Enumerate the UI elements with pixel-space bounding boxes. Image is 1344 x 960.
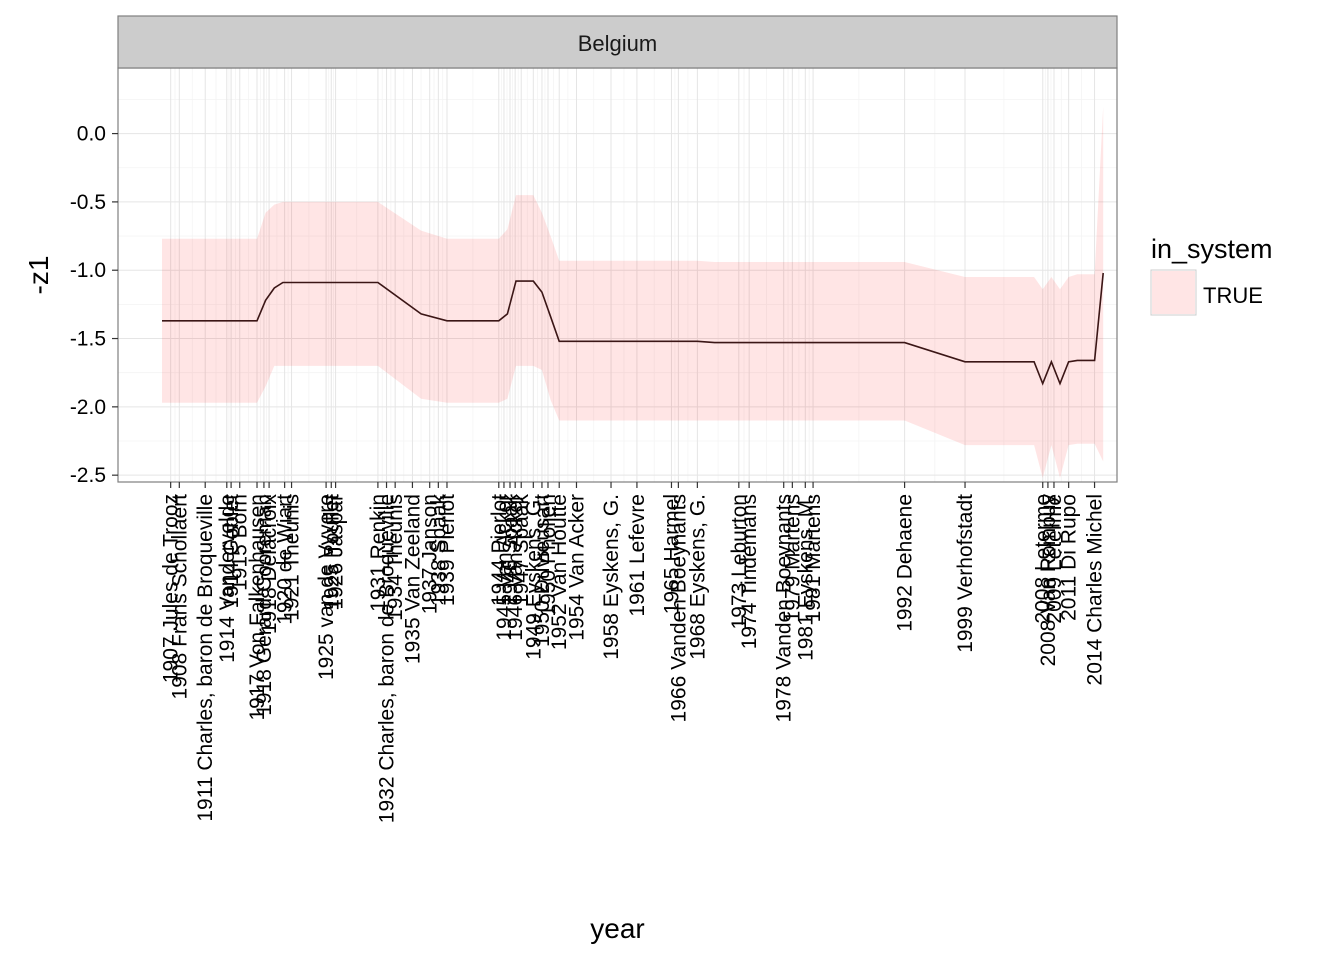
- x-axis-title: year: [590, 913, 644, 944]
- legend-title: in_system: [1151, 234, 1273, 264]
- y-tick-label: -1.5: [70, 328, 106, 351]
- x-tick-label: 1920 de Wiart: [274, 494, 297, 625]
- confidence-ribbon: [162, 106, 1104, 478]
- y-axis: 0.0 -0.5 -1.0 -1.5 -2.0 -2.5: [70, 123, 118, 487]
- x-tick-label: 1926 Jaspar: [325, 494, 348, 610]
- x-tick-label: 1935 Van Zeeland: [401, 494, 424, 664]
- x-tick-label: 1911 Charles, baron de Broqueville: [194, 494, 217, 822]
- x-tick-label: 1952 Van Houtte: [548, 494, 571, 650]
- x-tick-label: 1973 Leburton: [728, 494, 751, 629]
- x-tick-label: 1932 Charles, baron de Broqueville: [376, 494, 399, 823]
- x-tick-label: 1925 van de Vyvere: [315, 494, 338, 680]
- x-tick-label: 1938 Spaak: [427, 494, 450, 607]
- line-layer: [162, 272, 1104, 386]
- x-tick-label: 1917 Von Falkenhausen: [246, 494, 269, 721]
- x-tick-label: 2009 Leterme: [1043, 494, 1066, 624]
- x-tick-label: 1918 Gerard Cooreman: [253, 494, 276, 716]
- x-tick-label: 1918 Delacroix: [258, 494, 281, 635]
- x-tick-label: 2008 Leterme: [1032, 494, 1055, 624]
- grid-major: [118, 68, 1117, 482]
- legend-label-true: TRUE: [1203, 283, 1263, 308]
- x-tick-label: 1946 Spaak: [499, 494, 522, 607]
- facet-strip-background: [117, 15, 1118, 69]
- x-tick-label: 1979 Martens: [781, 494, 804, 622]
- x-tick-label: 1954 Van Acker: [566, 494, 589, 641]
- x-tick-label: 2011 Di Rupo: [1058, 494, 1081, 621]
- x-tick-label: 1981 Martens: [802, 494, 825, 622]
- x-tick-label: 1914 Goblet: [220, 494, 243, 609]
- x-tick-label: 1914 Vandervelde: [216, 494, 239, 663]
- x-tick-label: 1915 Born: [229, 494, 252, 591]
- x-tick-label: 1931 Renkin: [367, 494, 390, 612]
- x-tick-label: 1937 Janson: [419, 494, 442, 614]
- x-tick-label: 1946 Van Acker: [504, 494, 527, 641]
- legend-key-true: [1150, 269, 1197, 316]
- x-tick-label: 2014 Charles Michel: [1084, 494, 1107, 685]
- x-tick-label: 1945 Van Acker: [493, 494, 516, 641]
- y-tick-label: 0.0: [77, 123, 106, 146]
- x-tick-label: 1944 Pierlot: [488, 494, 511, 606]
- x-tick-label: 1950 Duvieusart: [531, 494, 554, 647]
- x-tick-label: 1999 Verhofstadt: [954, 494, 977, 653]
- x-tick-label: 1992 Dehaene: [894, 494, 917, 632]
- series-line: [162, 272, 1104, 386]
- legend-key-swatch: [1152, 271, 1195, 314]
- x-tick-label: 1966 Vanden Boeynants: [667, 494, 690, 722]
- plot-panel: [117, 67, 1118, 483]
- x-tick-label: 1950 Pholien: [537, 494, 560, 617]
- x-tick-label: 1949 Eyskens, G.: [522, 494, 545, 660]
- x-tick-label: 1965 Harmel: [661, 494, 684, 614]
- y-tick-label: -1.0: [70, 259, 106, 282]
- y-tick-label: -2.0: [70, 396, 106, 419]
- x-tick-label: 1978 Vanden Boeynants: [773, 494, 796, 722]
- y-tick-label: -0.5: [70, 191, 106, 214]
- x-tick-label: 1947 Spaak: [510, 494, 533, 607]
- ribbon-layer: [162, 106, 1104, 478]
- y-tick-label: -2.5: [70, 464, 106, 487]
- x-tick-label: 1968 Eyskens, G.: [686, 494, 709, 660]
- x-tick-label: 1934 Theunis: [384, 494, 407, 621]
- x-tick-label: 2008 Van Rompuy: [1037, 494, 1060, 667]
- x-tick-label: 1974 Tindemans: [738, 494, 761, 649]
- legend: in_system TRUE: [1150, 234, 1273, 316]
- x-tick-label: 1908 Frans Schollaert: [168, 494, 191, 700]
- x-tick-label: 1961 Lefevre: [626, 494, 649, 617]
- x-tick-label: 1925 Poullet: [320, 494, 343, 611]
- x-tick-label: 1958 Eyskens, G.: [600, 494, 623, 660]
- y-axis-title: -z1: [23, 256, 54, 295]
- x-tick-label: 1939 Pierlot: [436, 494, 459, 606]
- x-tick-label: 1921 Theunis: [281, 494, 304, 621]
- facet-strip: Belgium: [117, 15, 1118, 69]
- facet-label: Belgium: [578, 31, 657, 56]
- x-tick-label: 1981 Eyskens, M.: [794, 494, 817, 661]
- x-tick-label: 1907 Jules de Trooz: [160, 494, 183, 683]
